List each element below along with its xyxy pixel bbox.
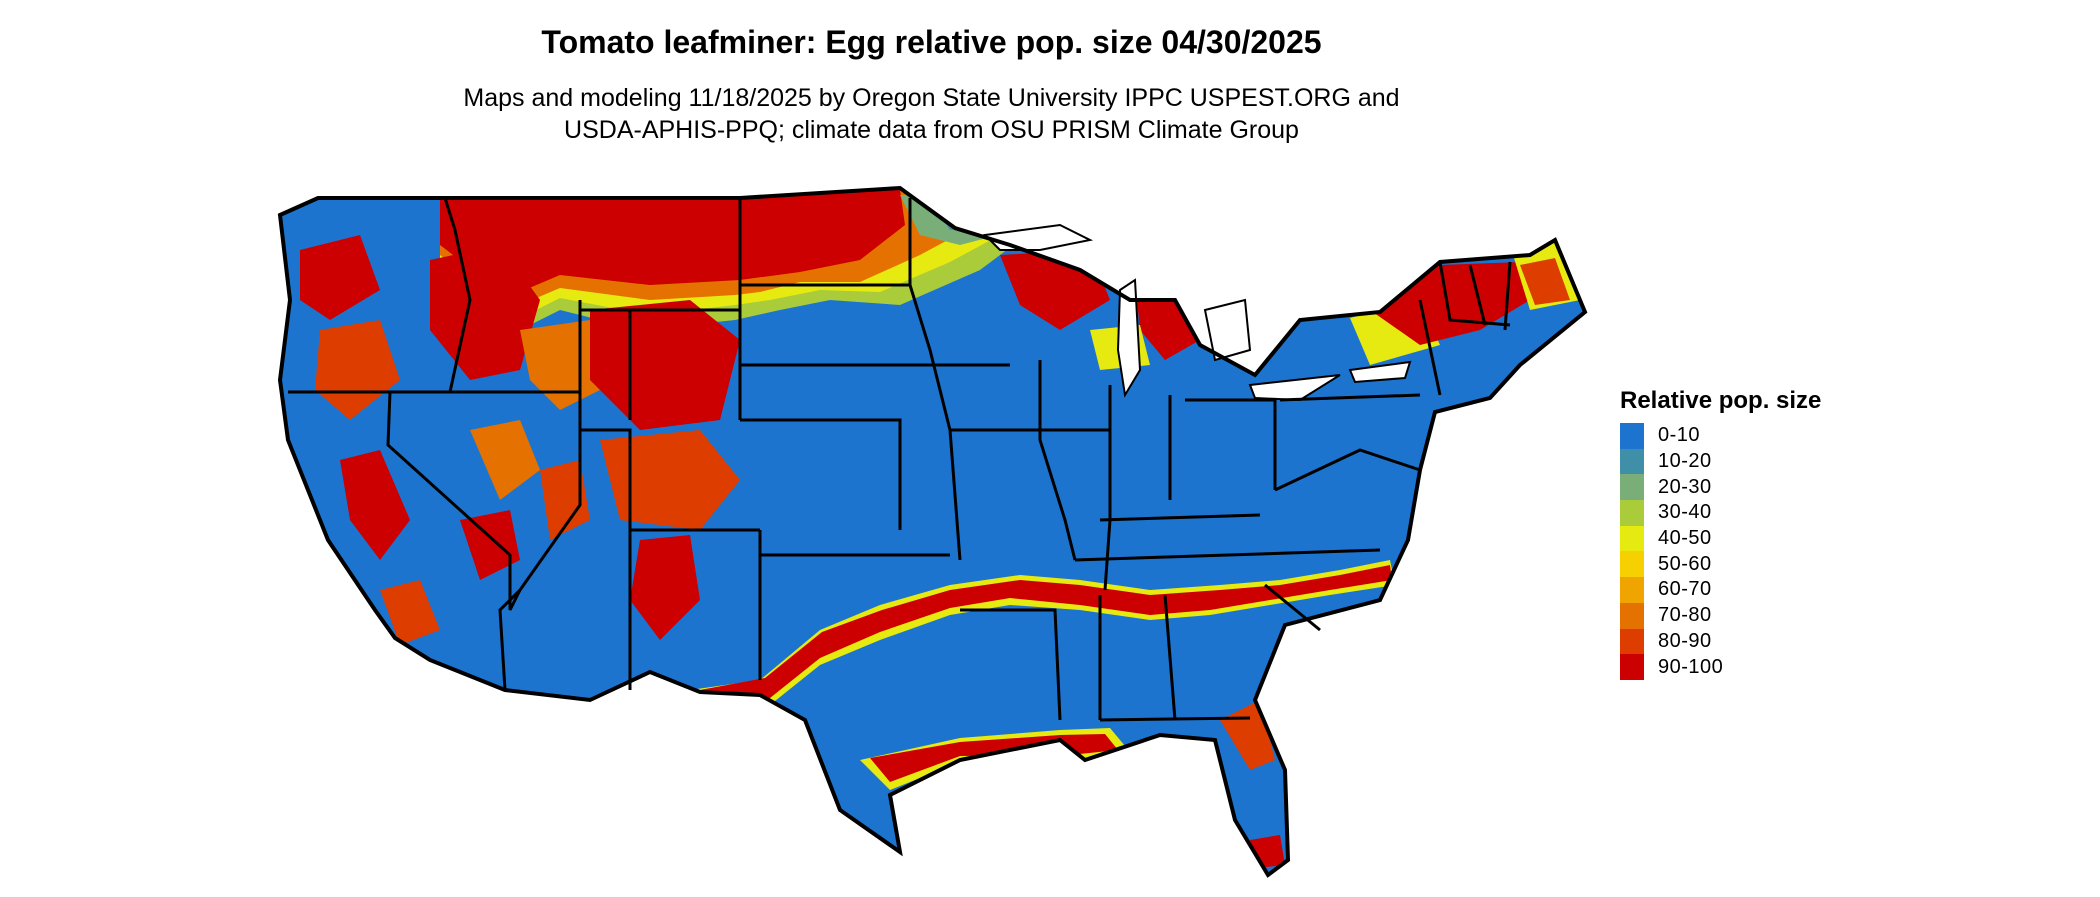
legend-label: 50-60 (1658, 552, 1712, 575)
legend-label: 20-30 (1658, 475, 1712, 498)
legend-swatch (1620, 654, 1644, 680)
legend-swatch (1620, 525, 1644, 552)
western-risk-patches (300, 235, 740, 645)
legend-item: 80-90 (1620, 628, 1821, 655)
legend-swatch (1620, 551, 1644, 578)
legend-label: 80-90 (1658, 629, 1712, 652)
map-subtitle: Maps and modeling 11/18/2025 by Oregon S… (0, 82, 1863, 146)
legend-item: 90-100 (1620, 654, 1821, 680)
legend-swatch (1620, 474, 1644, 501)
legend-item: 40-50 (1620, 525, 1821, 552)
northern-risk-band (440, 190, 1020, 330)
subtitle-line-1: Maps and modeling 11/18/2025 by Oregon S… (463, 84, 1400, 112)
risk-heatmap (280, 188, 1585, 875)
legend-swatch (1620, 577, 1644, 603)
legend-item: 10-20 (1620, 448, 1821, 475)
legend-item: 20-30 (1620, 474, 1821, 501)
legend-title: Relative pop. size (1620, 387, 1822, 414)
legend-label: 30-40 (1658, 501, 1712, 524)
legend-swatch (1620, 602, 1644, 629)
legend-swatch (1620, 628, 1644, 655)
legend-swatch (1620, 423, 1644, 449)
legend-item: 70-80 (1620, 602, 1821, 629)
state-boundaries (288, 197, 1512, 722)
southern-risk-band (690, 560, 1395, 712)
map-title: Tomato leafminer: Egg relative pop. size… (541, 24, 1322, 60)
subtitle-line-2: USDA-APHIS-PPQ; climate data from OSU PR… (564, 116, 1299, 144)
legend: Relative pop. size 0-10 10-20 20-30 30-4… (1620, 387, 1821, 680)
legend-label: 70-80 (1658, 604, 1712, 627)
legend-label: 0-10 (1658, 424, 1701, 447)
legend-swatch (1620, 448, 1644, 475)
legend-label: 10-20 (1658, 450, 1712, 473)
legend-item: 30-40 (1620, 500, 1821, 526)
legend-item: 0-10 (1620, 423, 1821, 449)
legend-label: 60-70 (1658, 578, 1712, 601)
legend-label: 90-100 (1658, 655, 1724, 678)
legend-swatch (1620, 500, 1644, 526)
legend-item: 60-70 (1620, 577, 1821, 603)
legend-list: 0-10 10-20 20-30 30-40 40-50 50-60 60-70… (1620, 423, 1821, 680)
legend-item: 50-60 (1620, 551, 1821, 578)
legend-label: 40-50 (1658, 527, 1712, 550)
